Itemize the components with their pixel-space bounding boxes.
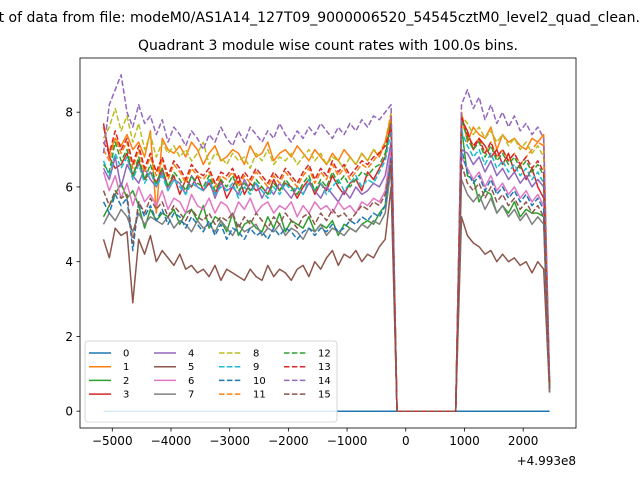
series-line-14 [102, 74, 551, 412]
x-tick-label: −3000 [209, 434, 250, 448]
x-tick-label: 0 [402, 434, 410, 448]
x-axis: −5000 −4000 −3000 −2000 −1000 0 1000 2000 [92, 428, 538, 448]
legend-label-1: 1 [123, 362, 129, 373]
series-line-1 [102, 111, 551, 412]
legend-label-3: 3 [123, 390, 129, 401]
legend-label-7: 7 [188, 390, 194, 401]
legend-label-5: 5 [188, 362, 194, 373]
y-tick-label: 8 [65, 106, 73, 120]
x-tick-label: −5000 [92, 434, 133, 448]
x-tick-label: −1000 [327, 434, 368, 448]
y-tick-label: 0 [65, 405, 73, 419]
series-line-7 [102, 167, 551, 412]
series-line-5 [102, 186, 551, 412]
x-tick-label: −4000 [151, 434, 192, 448]
legend-label-10: 10 [253, 376, 266, 387]
series-line-6 [102, 148, 551, 412]
series-line-13 [102, 115, 551, 412]
series-line-9 [102, 130, 551, 412]
series-line-3 [102, 118, 551, 412]
legend-label-14: 14 [318, 376, 331, 387]
x-tick-label: 1000 [449, 434, 480, 448]
legend-label-0: 0 [123, 349, 129, 360]
y-axis: 0 2 4 6 8 [65, 106, 80, 419]
series-line-15 [102, 163, 551, 412]
legend-label-11: 11 [253, 390, 266, 401]
y-tick-label: 4 [65, 255, 73, 269]
figure-suptitle: Plot of data from file: modeM0/AS1A14_12… [0, 10, 640, 26]
x-tick-label: 2000 [508, 434, 539, 448]
legend-label-13: 13 [318, 362, 331, 373]
series-line-10 [102, 148, 551, 412]
legend-label-15: 15 [318, 390, 331, 401]
axes-frame [79, 57, 577, 429]
y-tick-label: 2 [65, 330, 73, 344]
series-line-2 [102, 126, 551, 412]
legend-label-6: 6 [188, 376, 194, 387]
legend-label-8: 8 [253, 349, 259, 360]
legend-label-2: 2 [123, 376, 129, 387]
x-offset-label: +4.993e8 [517, 454, 576, 468]
chart-title: Quadrant 3 module wise count rates with … [138, 38, 518, 54]
y-tick-label: 6 [65, 180, 73, 194]
legend-frame [84, 340, 338, 423]
plot-lines [102, 74, 551, 412]
legend-label-9: 9 [253, 362, 259, 373]
x-tick-label: −2000 [268, 434, 309, 448]
series-line-12 [102, 118, 551, 412]
legend-label-12: 12 [318, 349, 331, 360]
series-line-4 [102, 141, 551, 412]
legend-label-4: 4 [188, 349, 194, 360]
series-line-8 [102, 107, 551, 412]
